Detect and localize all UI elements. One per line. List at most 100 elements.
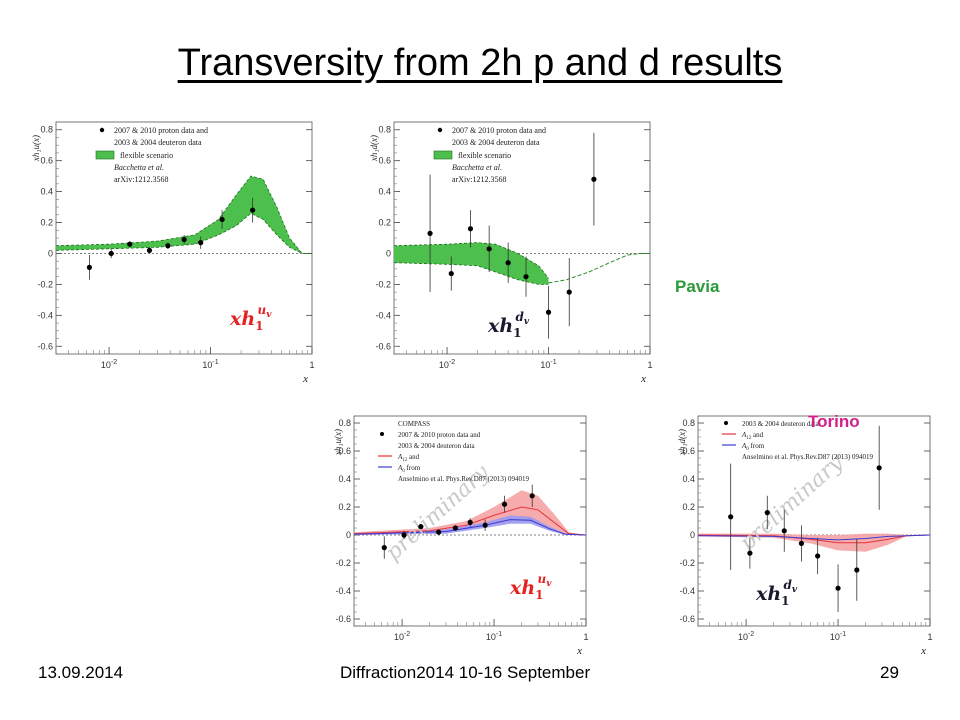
function-label: xh1uv [509, 572, 552, 602]
y-tick-label: 0.8 [682, 418, 695, 428]
data-point [165, 243, 171, 249]
pavia-group-label: Pavia [675, 277, 720, 296]
y-tick-label: 0.6 [40, 156, 53, 166]
slide-title: Transversity from 2h p and d results [177, 42, 783, 84]
data-point [436, 529, 442, 535]
chart-pavia-deuteron: -0.6 -0.4 -0.2 0 0.2 0.4 0.6 0.8 10-2 10-1 1 x xh₁d(… [368, 110, 658, 400]
y-tick-label: -0.2 [375, 279, 391, 289]
y-tick-label: 0.6 [682, 446, 695, 456]
data-point [198, 240, 204, 246]
legend-entry: COMPASS [398, 420, 430, 428]
y-tick-label: 0 [48, 248, 53, 258]
data-point [108, 250, 114, 257]
data-point [835, 585, 841, 591]
y-tick-label: 0.6 [378, 156, 391, 166]
y-tick-label: -0.6 [679, 614, 695, 624]
y-tick-label: 0.8 [378, 125, 391, 135]
legend-entry: 2007 & 2010 proton data and [114, 126, 208, 135]
data-point [482, 522, 488, 528]
y-tick-label: 0.2 [40, 218, 53, 228]
x-tick-label: 1 [309, 360, 314, 370]
x-axis-label: x [920, 645, 926, 657]
data-point [501, 501, 508, 507]
legend: 2007 & 2010 proton data and 2003 & 2004 d… [433, 126, 546, 184]
legend-entry: 2003 & 2004 deuteron data [742, 420, 819, 428]
data-point [529, 493, 535, 499]
legend-entry: 2003 & 2004 deuteron data [398, 442, 475, 450]
x-tick-label: 10-1 [202, 359, 218, 370]
legend-marker-data [99, 127, 105, 133]
data-point [467, 226, 474, 232]
data-point [381, 545, 387, 551]
torino-group-label: Torino [808, 412, 860, 431]
x-tick-label: 10-2 [394, 631, 410, 642]
y-tick-label: 0.4 [40, 187, 53, 197]
y-tick-label: -0.6 [37, 341, 53, 351]
data-point [250, 207, 256, 213]
data-point [505, 260, 511, 266]
model-band [56, 176, 312, 254]
plot-frame [697, 415, 931, 627]
y-tick-label: 0.2 [338, 502, 351, 512]
data-point [146, 247, 153, 253]
function-label: xh1dv [487, 310, 530, 340]
data-point [401, 532, 407, 538]
legend-entry: flexible scenario [458, 151, 511, 160]
model-curve-blue [353, 519, 587, 536]
footer-date: 13.09.2014 [38, 663, 124, 682]
data-point [764, 510, 770, 516]
legend-entry: arXiv:1212.3568 [114, 175, 168, 184]
y-tick-label: -0.4 [335, 586, 351, 596]
x-tick-label: 10-2 [439, 359, 455, 370]
legend-entry: 2007 & 2010 proton data and [398, 431, 481, 439]
y-tick-label: 0 [690, 530, 695, 540]
legend-entry: 2003 & 2004 deuteron data [452, 138, 540, 147]
data-point [427, 230, 433, 236]
legend-entry: Bacchetta et al. [114, 163, 164, 172]
data-point [467, 519, 473, 525]
legend-entry: Anselmino et al. Phys.Rev.D87 (2013) 094… [742, 453, 873, 461]
y-tick-label: 0.4 [338, 474, 351, 484]
y-tick-label: -0.2 [335, 558, 351, 568]
y-tick-label: 0 [386, 248, 391, 258]
data-point [486, 246, 492, 252]
legend-entry: Bacchetta et al. [452, 163, 502, 172]
y-tick-label: -0.2 [679, 558, 695, 568]
legend-marker-data [437, 127, 443, 133]
legend-marker-data [724, 421, 728, 425]
data-point [854, 567, 860, 573]
data-point [566, 289, 572, 295]
y-tick-label: 0.2 [682, 502, 695, 512]
x-axis-label: x [576, 645, 582, 657]
data-point [591, 176, 597, 182]
y-tick-label: 0.8 [40, 125, 53, 135]
y-tick-label: -0.4 [375, 310, 391, 320]
y-tick-label: -0.6 [375, 341, 391, 351]
data-point [86, 264, 92, 270]
data-point [798, 540, 805, 546]
legend-entry: A12 and [741, 431, 764, 441]
data-point [219, 216, 225, 223]
x-tick-label: 10-1 [486, 631, 502, 642]
x-tick-label: 1 [583, 632, 588, 642]
model-band-edge [55, 175, 312, 254]
model-band [394, 242, 549, 285]
chart-torino-deuteron: -0.6 -0.4 -0.2 0 0.2 0.4 0.6 0.8 10-2 10-1 1 x xh₁d(… [676, 408, 944, 660]
legend-entry: 2003 & 2004 deuteron data [114, 138, 202, 147]
data-point [181, 236, 187, 243]
y-axis-label: xh₁u(x) [31, 135, 41, 162]
model-curve-red [353, 506, 587, 536]
y-tick-label: 0 [346, 530, 351, 540]
legend-entry: A0 from [397, 464, 421, 474]
x-tick-label: 1 [647, 360, 652, 370]
y-tick-label: 0.6 [338, 446, 351, 456]
x-tick-label: 1 [927, 632, 932, 642]
x-tick-label: 10-2 [101, 359, 117, 370]
legend-entry: flexible scenario [120, 151, 173, 160]
legend-entry: arXiv:1212.3568 [452, 175, 506, 184]
x-tick-label: 10-1 [830, 631, 846, 642]
legend-marker-data [380, 432, 384, 436]
footer-conference: Diffraction2014 10-16 September [340, 663, 591, 682]
x-tick-label: 10-2 [738, 631, 754, 642]
